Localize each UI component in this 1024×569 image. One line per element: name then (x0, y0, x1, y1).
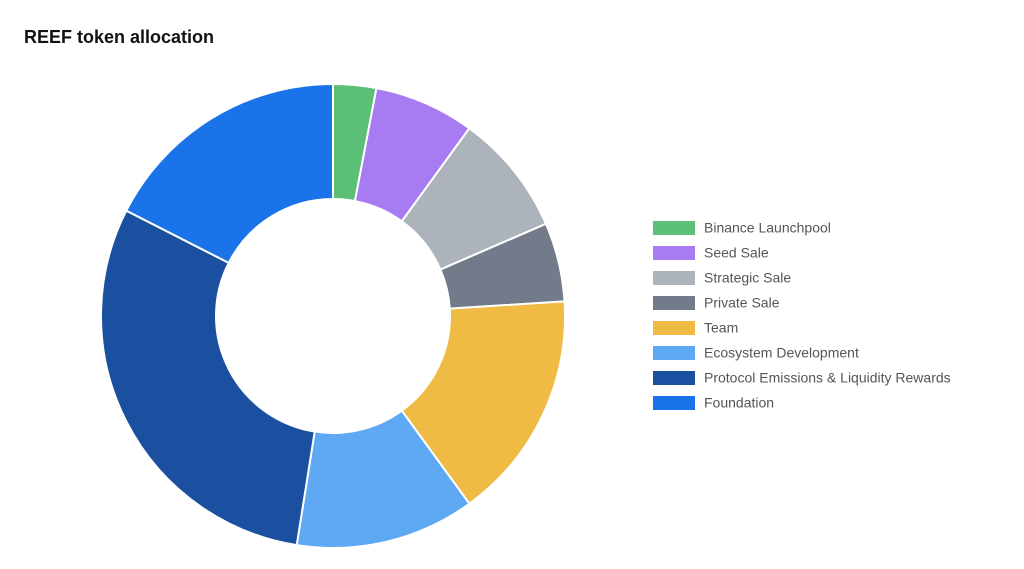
legend-swatch (653, 346, 695, 360)
chart-title: REEF token allocation (24, 27, 214, 47)
legend-swatch (653, 246, 695, 260)
donut-slice (400, 300, 566, 506)
legend-swatch (653, 221, 695, 235)
legend-label: Seed Sale (704, 245, 769, 261)
legend-swatch (653, 271, 695, 285)
legend-swatch (653, 396, 695, 410)
legend-label: Ecosystem Development (704, 345, 859, 361)
legend-swatch (653, 296, 695, 310)
legend-swatch (653, 321, 695, 335)
legend-label: Foundation (704, 395, 774, 411)
donut-slice (100, 209, 316, 547)
legend-label: Private Sale (704, 295, 780, 311)
legend-label: Strategic Sale (704, 270, 791, 286)
legend-label: Binance Launchpool (704, 220, 831, 236)
legend-swatch (653, 371, 695, 385)
donut-slice (124, 82, 334, 265)
legend-label: Protocol Emissions & Liquidity Rewards (704, 370, 951, 386)
legend-label: Team (704, 320, 738, 336)
